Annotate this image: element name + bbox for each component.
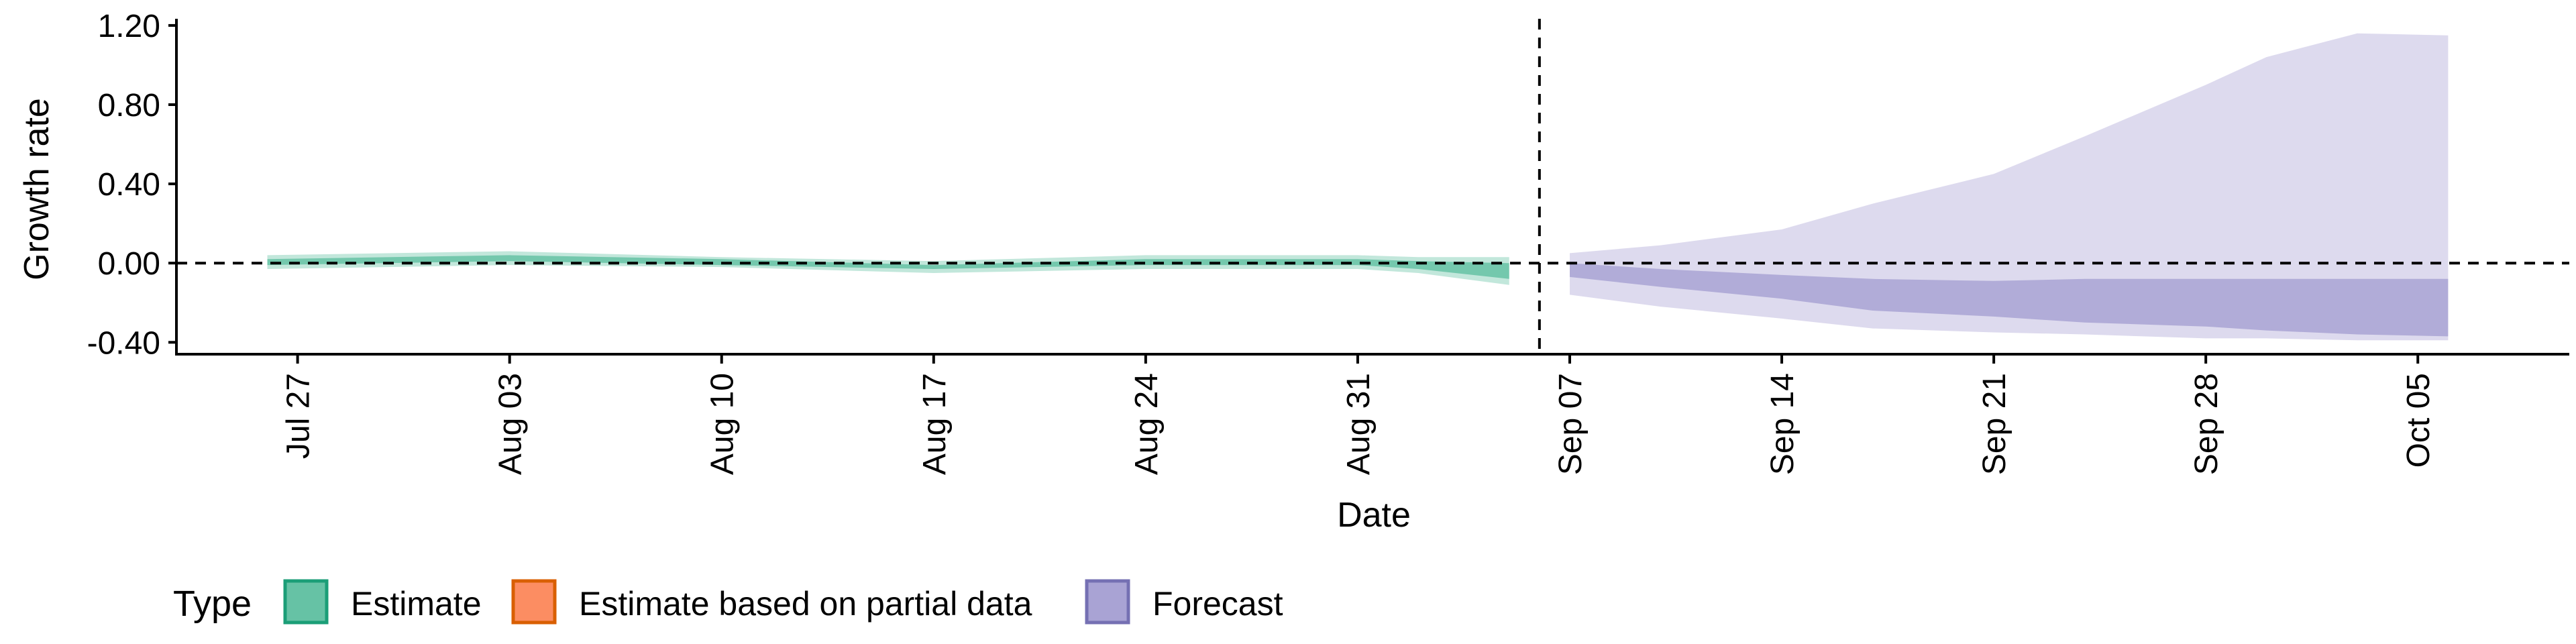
x-tick-label: Aug 10 [705,373,741,475]
x-tick-label: Aug 31 [1341,373,1377,475]
y-tick-label: 0.00 [98,246,160,282]
plot-area [176,19,2569,354]
y-tick-label: 0.80 [98,88,160,123]
y-tick-label: 0.40 [98,167,160,203]
legend-label-estimate: Estimate [351,585,482,623]
x-tick-label: Aug 03 [493,373,529,475]
estimate-inner-band [267,255,1509,279]
x-tick-label: Sep 21 [1977,373,2012,475]
x-axis-title: Date [1337,496,1411,535]
axes: -0.40 0.00 0.40 0.80 1.20 Jul 27 Aug 03 Aug 10 A… [87,9,2569,475]
x-tick-label: Sep 28 [2189,373,2224,475]
legend-swatch-forecast [1085,579,1130,625]
forecast-inner-band [1570,263,2449,337]
legend-label-forecast: Forecast [1152,585,1283,623]
x-tick-label: Sep 07 [1553,373,1589,475]
legend-swatch-estimate [283,579,329,625]
legend-swatch-estimate-based-on-partial-data [511,579,557,625]
y-tick-label: -0.40 [87,325,160,361]
legend: Type Estimate Estimate based on partial d… [173,579,1283,625]
x-tick-label: Aug 24 [1129,373,1165,475]
legend-label-estimate-based-on-partial-data: Estimate based on partial data [579,585,1032,623]
y-tick-label: 1.20 [98,9,160,44]
x-tick-label: Jul 27 [281,373,317,459]
x-tick-label: Aug 17 [917,373,953,475]
x-tick-label: Oct 05 [2401,373,2436,468]
legend-title: Type [173,584,252,624]
y-axis-title: Growth rate [17,98,56,280]
x-tick-label: Sep 14 [1765,373,1801,475]
